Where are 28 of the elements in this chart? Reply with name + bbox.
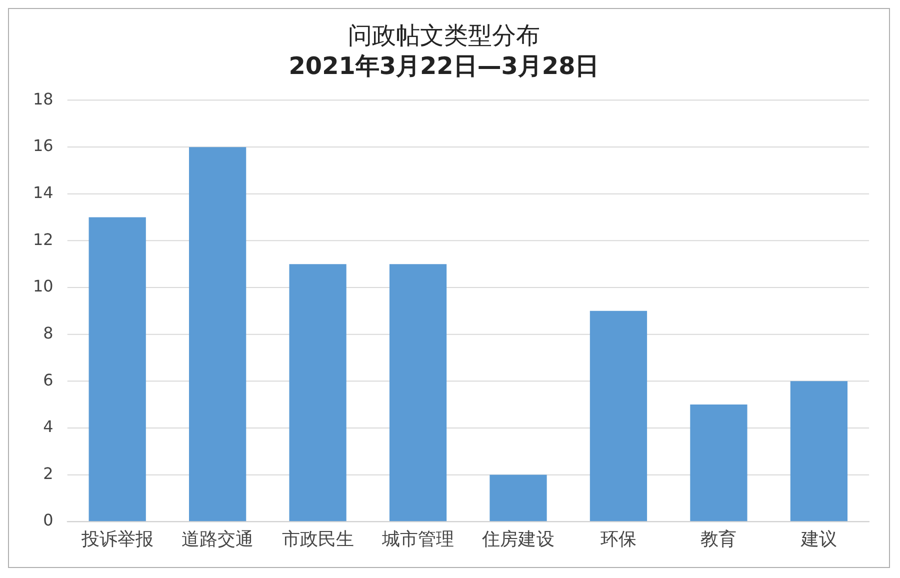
x-tick-label: 城市管理: [381, 528, 454, 550]
x-tick-label: 环保: [600, 528, 636, 550]
y-tick-label: 10: [32, 276, 54, 296]
bar: [88, 217, 146, 522]
x-tick-label: 市政民生: [282, 528, 354, 550]
y-tick-label: 8: [43, 323, 54, 342]
x-tick-label: 道路交通: [182, 528, 254, 550]
bar: [790, 381, 848, 522]
x-tick-label: 投诉举报: [80, 528, 154, 550]
bar: [590, 310, 648, 522]
bar: [490, 474, 547, 522]
y-tick-label: 12: [32, 230, 54, 249]
y-tick-label: 18: [32, 89, 54, 108]
bar: [189, 147, 246, 522]
chart-title: 问政帖文类型分布: [348, 22, 540, 50]
y-tick-label: 14: [32, 183, 54, 202]
chart-subtitle: 2021年3月22日—3月28日: [288, 52, 600, 80]
bar: [289, 264, 346, 522]
x-tick-label: 教育: [700, 528, 737, 550]
bar: [690, 404, 748, 522]
y-tick-label: 2: [43, 464, 54, 483]
bar: [389, 264, 447, 522]
x-tick-label: 建议: [800, 528, 837, 550]
y-tick-label: 0: [43, 510, 54, 530]
y-tick-label: 6: [43, 370, 54, 390]
y-tick-label: 16: [32, 136, 54, 156]
x-tick-label: 住房建设: [481, 528, 554, 550]
y-tick-label: 4: [43, 417, 54, 436]
